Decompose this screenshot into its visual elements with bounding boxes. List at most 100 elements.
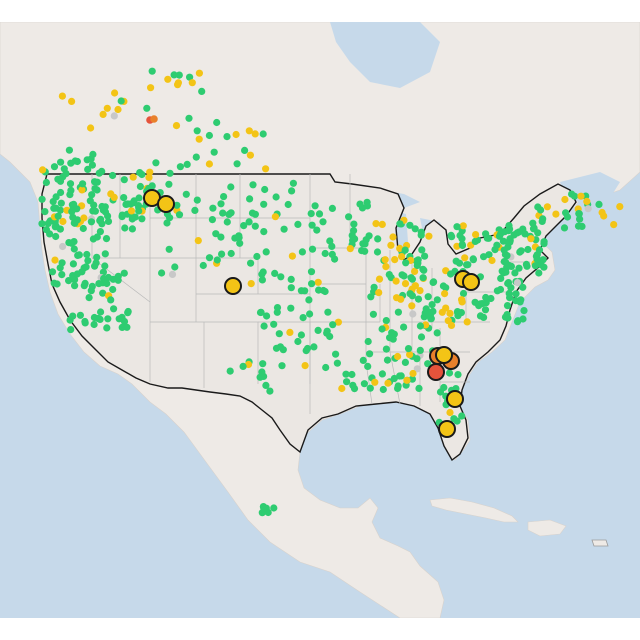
station-dot[interactable]: [88, 161, 96, 169]
station-dot[interactable]: [310, 343, 318, 351]
station-dot[interactable]: [441, 290, 449, 298]
station-dot[interactable]: [260, 200, 268, 208]
station-dot[interactable]: [563, 213, 572, 221]
station-dot[interactable]: [453, 242, 461, 250]
station-dot[interactable]: [461, 254, 469, 262]
station-dot[interactable]: [463, 318, 471, 326]
station-dot[interactable]: [66, 191, 74, 199]
station-dot[interactable]: [70, 245, 78, 253]
station-dot[interactable]: [417, 333, 426, 341]
station-dot[interactable]: [413, 365, 421, 373]
station-dot[interactable]: [552, 210, 560, 218]
station-dot[interactable]: [288, 187, 296, 195]
station-dot[interactable]: [414, 295, 423, 303]
station-dot[interactable]: [239, 362, 247, 370]
station-dot[interactable]: [463, 261, 471, 269]
station-dot[interactable]: [365, 232, 373, 240]
station-dot[interactable]: [497, 274, 505, 282]
highlighted-stations[interactable]: [143, 189, 480, 438]
station-dot[interactable]: [595, 200, 603, 208]
station-dot[interactable]: [510, 231, 518, 239]
station-dot[interactable]: [260, 228, 268, 236]
station-dot[interactable]: [258, 276, 266, 284]
station-dot[interactable]: [401, 358, 409, 366]
station-dot[interactable]: [101, 262, 109, 270]
station-dot[interactable]: [194, 237, 202, 245]
station-dot[interactable]: [417, 228, 425, 236]
station-dot[interactable]: [411, 225, 419, 233]
station-dot[interactable]: [84, 165, 92, 173]
station-dot[interactable]: [121, 224, 129, 232]
station-dot[interactable]: [276, 343, 284, 351]
station-dot[interactable]: [110, 112, 118, 120]
station-dot[interactable]: [186, 73, 194, 81]
station-dot[interactable]: [50, 279, 58, 287]
station-dot[interactable]: [524, 245, 532, 254]
station-dots[interactable]: [38, 67, 624, 517]
station-dot[interactable]: [521, 230, 529, 238]
station-dot[interactable]: [128, 215, 136, 223]
station-dot[interactable]: [136, 182, 144, 191]
station-dot[interactable]: [496, 285, 505, 294]
station-dot[interactable]: [401, 246, 409, 254]
station-dot[interactable]: [303, 344, 312, 353]
station-dot[interactable]: [287, 275, 295, 283]
station-dot[interactable]: [104, 273, 112, 282]
station-dot[interactable]: [503, 302, 512, 310]
station-dot[interactable]: [570, 192, 579, 200]
station-dot[interactable]: [448, 233, 456, 241]
station-dot[interactable]: [218, 250, 226, 258]
station-dot[interactable]: [500, 246, 508, 254]
station-dot[interactable]: [165, 180, 173, 188]
station-dot[interactable]: [54, 212, 62, 220]
station-dot[interactable]: [56, 225, 64, 233]
station-dot[interactable]: [308, 280, 316, 288]
station-dot[interactable]: [366, 350, 374, 358]
station-dot[interactable]: [217, 233, 225, 241]
station-dot[interactable]: [65, 146, 73, 154]
station-dot[interactable]: [193, 196, 201, 204]
station-dot[interactable]: [424, 293, 432, 301]
station-dot[interactable]: [471, 237, 479, 245]
station-dot[interactable]: [99, 268, 107, 276]
station-dot[interactable]: [262, 248, 270, 256]
station-dot[interactable]: [231, 234, 239, 242]
station-dot[interactable]: [537, 206, 545, 214]
station-dot[interactable]: [506, 237, 514, 245]
station-dot[interactable]: [210, 148, 218, 156]
station-dot[interactable]: [428, 301, 436, 309]
station-dot[interactable]: [280, 225, 288, 233]
station-dot[interactable]: [219, 209, 227, 217]
station-dot[interactable]: [59, 217, 67, 226]
station-dot[interactable]: [342, 370, 350, 378]
station-dot[interactable]: [328, 250, 336, 258]
station-dot[interactable]: [120, 317, 129, 326]
station-dot[interactable]: [91, 262, 99, 270]
station-dot[interactable]: [421, 252, 429, 260]
station-dot[interactable]: [396, 244, 404, 252]
station-dot[interactable]: [244, 360, 253, 369]
station-dot[interactable]: [430, 278, 438, 286]
station-dot[interactable]: [86, 197, 94, 205]
station-dot[interactable]: [416, 346, 424, 354]
station-dot[interactable]: [413, 355, 421, 363]
station-dot[interactable]: [104, 212, 112, 220]
station-dot[interactable]: [531, 262, 540, 270]
station-dot[interactable]: [195, 69, 203, 77]
station-dot[interactable]: [138, 170, 146, 179]
air-quality-map[interactable]: [0, 22, 640, 618]
station-dot[interactable]: [396, 372, 404, 380]
station-dot[interactable]: [495, 232, 504, 240]
station-dot[interactable]: [411, 267, 419, 275]
station-dot[interactable]: [96, 228, 104, 236]
station-dot[interactable]: [409, 369, 417, 378]
station-dot[interactable]: [369, 310, 377, 318]
station-dot[interactable]: [406, 221, 414, 229]
station-dot[interactable]: [262, 165, 270, 173]
station-dot[interactable]: [115, 315, 123, 323]
station-dot[interactable]: [403, 376, 411, 384]
station-dot[interactable]: [456, 231, 464, 240]
station-dot[interactable]: [104, 217, 113, 225]
station-dot[interactable]: [48, 268, 57, 276]
station-dot[interactable]: [58, 259, 66, 267]
